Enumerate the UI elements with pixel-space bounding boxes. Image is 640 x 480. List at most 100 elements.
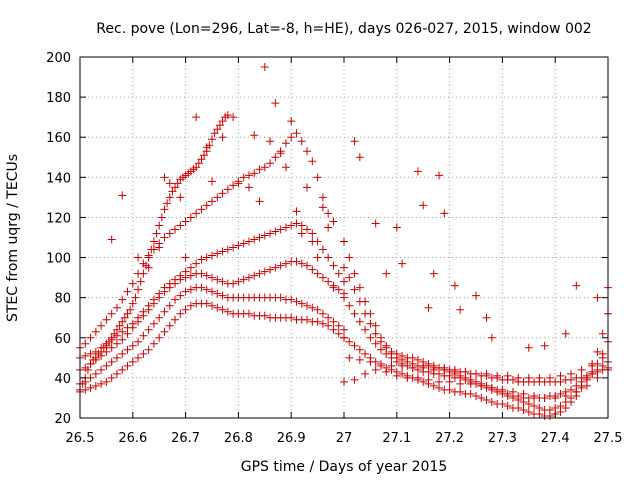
data-point xyxy=(472,291,480,300)
data-point xyxy=(244,309,253,318)
data-point xyxy=(165,193,174,202)
data-point xyxy=(168,187,177,196)
data-point xyxy=(376,337,385,346)
data-point xyxy=(545,411,554,420)
data-point xyxy=(86,373,95,382)
x-tick-label: 27 xyxy=(336,431,353,446)
data-point xyxy=(334,285,343,294)
data-point xyxy=(97,343,106,352)
data-point xyxy=(561,403,570,412)
data-point xyxy=(260,231,269,240)
data-point xyxy=(461,375,470,384)
data-point xyxy=(144,251,153,260)
data-point xyxy=(318,203,327,212)
data-point xyxy=(287,313,296,322)
data-point xyxy=(181,305,190,314)
data-point xyxy=(324,313,333,322)
data-point xyxy=(107,309,116,318)
data-point xyxy=(324,253,333,262)
data-point xyxy=(477,393,486,402)
y-tick-label: 40 xyxy=(54,372,71,387)
data-point xyxy=(281,259,290,268)
data-point xyxy=(450,281,459,290)
data-point xyxy=(487,333,496,342)
data-point xyxy=(435,369,444,378)
data-point xyxy=(139,331,148,340)
x-tick-label: 26.7 xyxy=(171,431,200,446)
data-point xyxy=(540,341,549,350)
data-point xyxy=(567,397,576,406)
data-point xyxy=(91,327,100,336)
data-point xyxy=(403,373,412,382)
data-point xyxy=(197,205,206,214)
data-point xyxy=(102,339,111,348)
data-point xyxy=(329,217,338,226)
data-point xyxy=(244,183,253,192)
data-point xyxy=(194,159,203,168)
data-point xyxy=(440,209,449,218)
data-point xyxy=(329,261,338,270)
data-point xyxy=(598,361,607,370)
data-point xyxy=(482,395,491,404)
y-tick-label: 160 xyxy=(46,131,71,146)
data-point xyxy=(318,319,327,328)
data-point xyxy=(197,255,206,264)
data-point xyxy=(136,277,145,286)
data-point xyxy=(171,183,180,192)
data-point xyxy=(271,99,280,108)
data-point xyxy=(382,349,391,358)
data-point xyxy=(218,277,227,286)
x-tick-label: 27.2 xyxy=(435,431,464,446)
data-point xyxy=(128,341,137,350)
data-point xyxy=(530,391,539,400)
data-point xyxy=(218,305,227,314)
data-point xyxy=(413,365,422,374)
data-point xyxy=(250,271,259,280)
data-point xyxy=(308,237,317,246)
data-point xyxy=(192,259,201,268)
data-point xyxy=(303,301,312,310)
data-point xyxy=(144,325,153,334)
data-point xyxy=(118,349,127,358)
y-tick-labels: 20 40 60 80 100 120 140 160 180 200 xyxy=(46,51,71,427)
data-point xyxy=(208,273,216,282)
data-point xyxy=(371,365,380,374)
data-point xyxy=(318,193,327,202)
data-point xyxy=(572,281,581,290)
data-point xyxy=(361,309,370,318)
data-point xyxy=(81,351,90,360)
data-point xyxy=(297,229,306,238)
data-point xyxy=(429,381,438,390)
data-point xyxy=(392,357,401,366)
data-point xyxy=(123,287,132,296)
data-point xyxy=(165,283,174,292)
data-point xyxy=(281,223,290,232)
data-point xyxy=(213,289,222,298)
data-point xyxy=(345,337,354,346)
data-point xyxy=(361,325,370,334)
data-point xyxy=(551,393,560,402)
data-point xyxy=(218,133,227,142)
data-point xyxy=(419,363,428,372)
data-point xyxy=(229,113,238,122)
y-tick-label: 100 xyxy=(46,252,71,267)
data-point xyxy=(155,221,164,230)
data-point xyxy=(324,321,333,330)
data-point xyxy=(398,369,407,378)
data-point xyxy=(456,305,465,314)
data-point xyxy=(355,317,364,326)
data-point xyxy=(392,223,401,232)
data-point xyxy=(118,335,127,344)
data-point xyxy=(91,381,100,390)
data-point xyxy=(376,359,385,368)
data-point xyxy=(350,309,359,318)
data-point xyxy=(350,375,359,384)
data-point xyxy=(165,301,174,310)
data-point xyxy=(223,245,232,254)
x-axis-title: GPS time / Days of year 2015 xyxy=(241,459,448,475)
data-point xyxy=(128,323,137,332)
data-point xyxy=(107,235,116,244)
data-point xyxy=(281,139,290,148)
data-point xyxy=(112,331,121,340)
data-point xyxy=(186,263,195,272)
